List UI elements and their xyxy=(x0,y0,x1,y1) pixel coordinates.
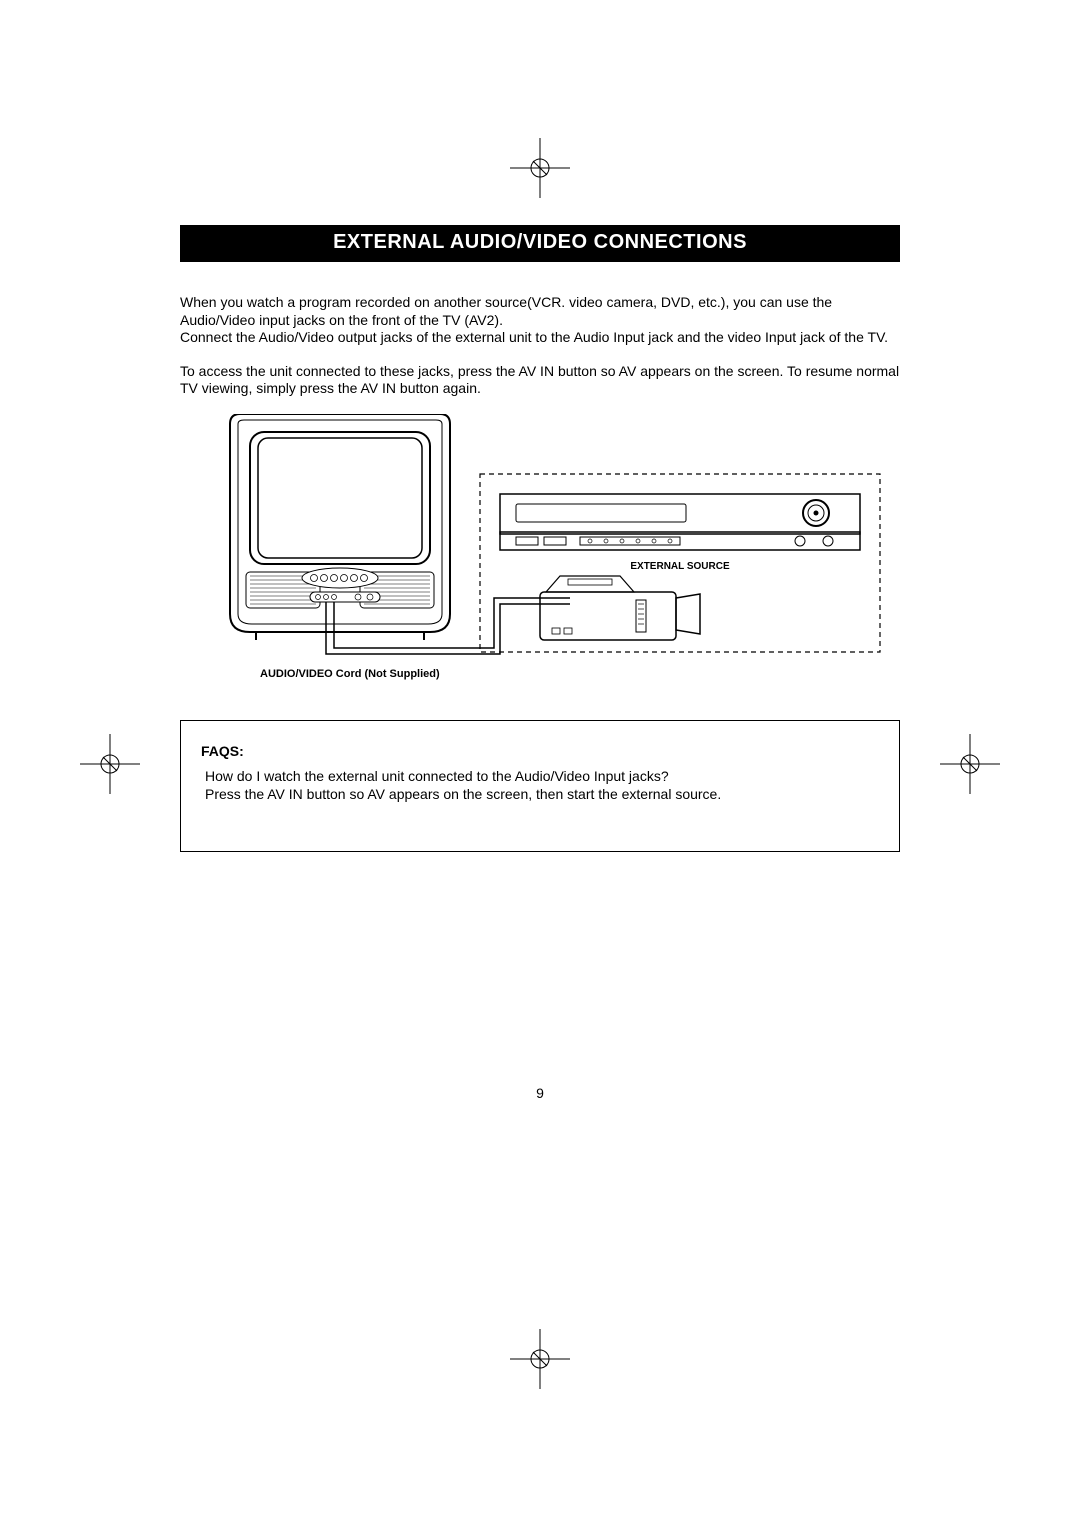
camcorder-icon xyxy=(540,576,700,640)
av-cable-icon xyxy=(326,598,570,654)
tv-icon xyxy=(230,414,450,640)
faq-answer: Press the AV IN button so AV appears on … xyxy=(205,785,879,803)
crop-mark-bottom xyxy=(510,1329,570,1389)
faq-box: FAQS: How do I watch the external unit c… xyxy=(180,720,900,852)
faq-title: FAQS: xyxy=(201,743,879,759)
paragraph-1: When you watch a program recorded on ano… xyxy=(180,294,900,347)
faq-question: How do I watch the external unit connect… xyxy=(205,767,879,785)
section-title: EXTERNAL AUDIO/VIDEO CONNECTIONS xyxy=(333,231,747,253)
cord-caption: AUDIO/VIDEO Cord (Not Supplied) xyxy=(260,668,900,680)
body-text: When you watch a program recorded on ano… xyxy=(180,294,900,398)
paragraph-2: To access the unit connected to these ja… xyxy=(180,363,900,398)
faq-body: How do I watch the external unit connect… xyxy=(201,767,879,803)
page-content: EXTERNAL AUDIO/VIDEO CONNECTIONS When yo… xyxy=(180,225,900,852)
crop-mark-left xyxy=(80,734,140,794)
page-number: 9 xyxy=(536,1085,544,1101)
crop-mark-right xyxy=(940,734,1000,794)
crop-mark-top xyxy=(510,138,570,198)
external-source-label: EXTERNAL SOURCE xyxy=(630,561,730,572)
section-title-bar: EXTERNAL AUDIO/VIDEO CONNECTIONS xyxy=(180,225,900,262)
connection-diagram: EXTERNAL SOURCE xyxy=(180,414,900,664)
vcr-icon xyxy=(500,494,860,550)
